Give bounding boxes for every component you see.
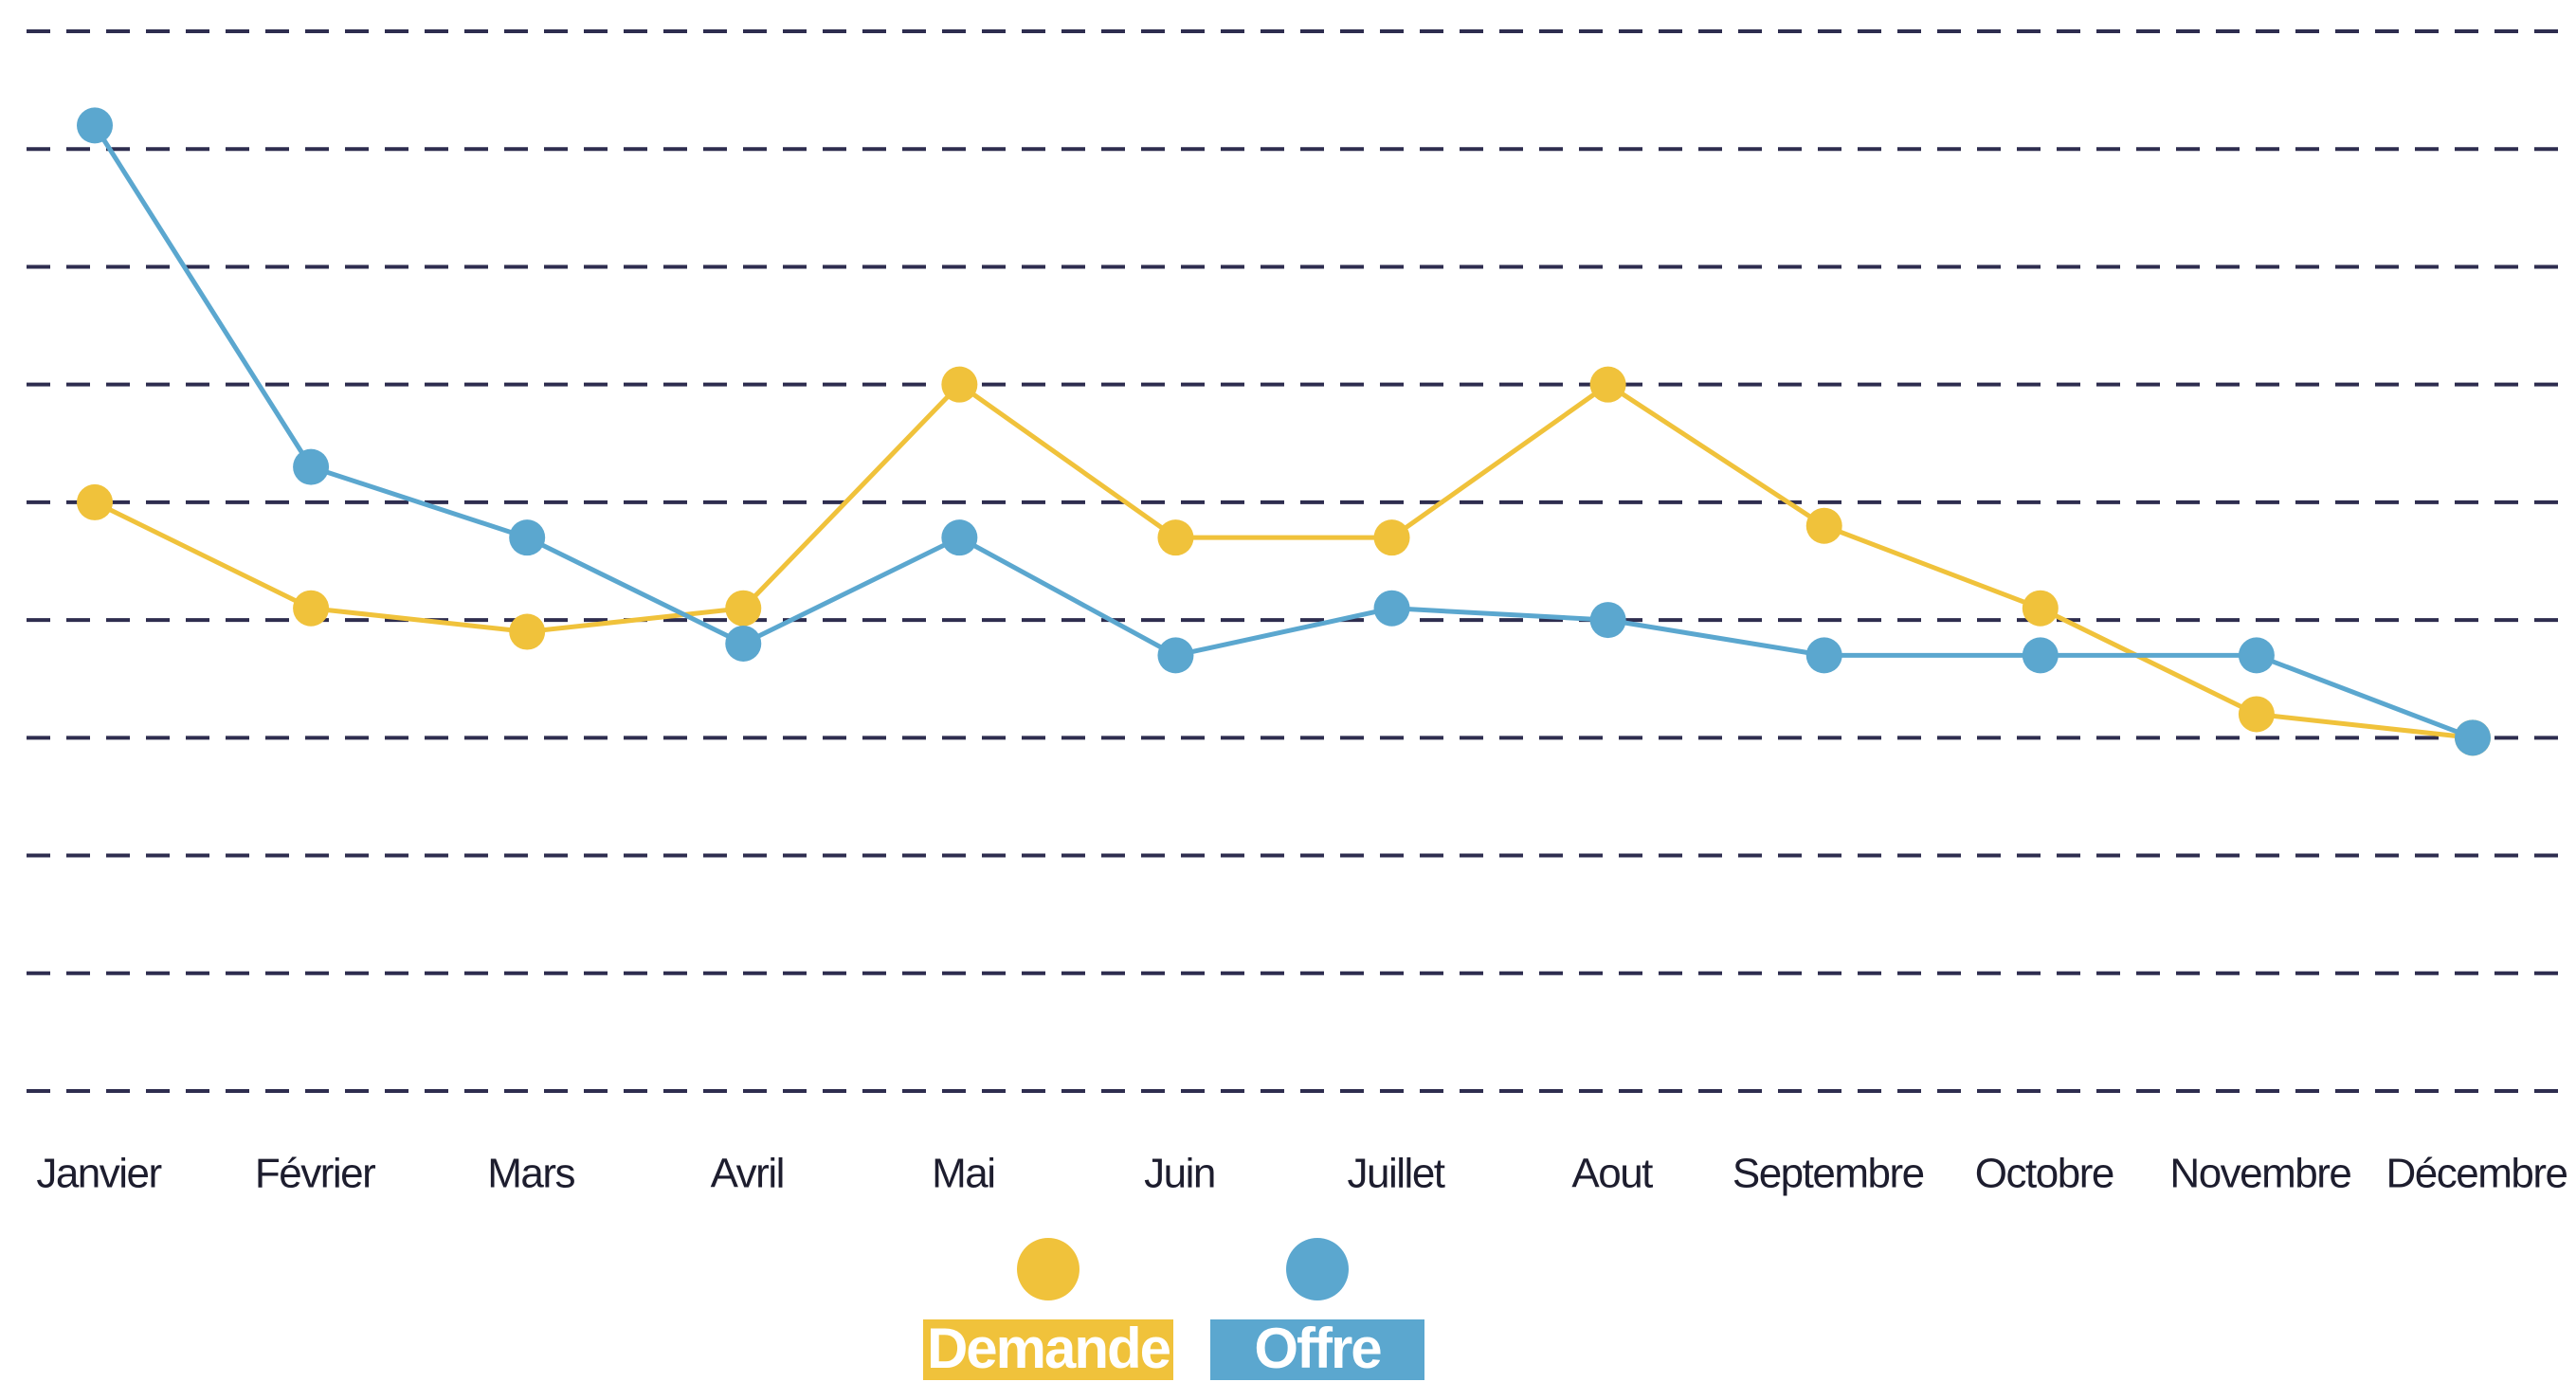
legend-swatch [1210,1319,1424,1380]
data-point [1373,519,1410,556]
data-point [293,448,330,485]
legend-marker [1017,1238,1079,1300]
legend-marker [1286,1238,1349,1300]
data-point [1805,507,1842,544]
legend-label: Offre [1254,1317,1381,1380]
x-tick-label: Septembre [1732,1151,1924,1197]
x-tick-label: Mars [487,1151,574,1197]
data-point [1589,366,1626,403]
x-tick-label: Aout [1571,1151,1653,1197]
data-point [2022,590,2059,627]
data-point [2238,696,2275,733]
data-point [1157,519,1194,556]
data-point [1157,637,1194,674]
data-point [2238,637,2275,674]
x-tick-label: Novembre [2169,1151,2350,1197]
data-point [77,107,113,144]
data-point [1373,590,1410,627]
data-point [509,519,546,556]
data-point [1589,602,1626,639]
data-point [2022,637,2059,674]
data-point [725,590,762,627]
x-tick-label: Avril [711,1151,784,1197]
data-point [1805,637,1842,674]
data-point [941,366,978,403]
data-point [293,590,330,627]
series-line [93,381,2474,740]
data-point [509,613,546,650]
series-line [92,124,2474,740]
legend-label: Demande [927,1317,1170,1380]
legend-swatch [923,1319,1173,1380]
data-point [941,519,978,556]
data-point [77,483,113,520]
x-tick-label: Octobre [1975,1151,2113,1197]
x-tick-label: Mai [932,1151,994,1197]
data-point [2455,719,2491,756]
x-tick-label: Décembre [2386,1151,2567,1197]
data-point [725,625,762,662]
x-tick-label: Juillet [1348,1151,1445,1197]
x-tick-label: Février [255,1151,375,1197]
x-tick-label: Juin [1144,1151,1215,1197]
x-tick-label: Janvier [36,1151,161,1197]
